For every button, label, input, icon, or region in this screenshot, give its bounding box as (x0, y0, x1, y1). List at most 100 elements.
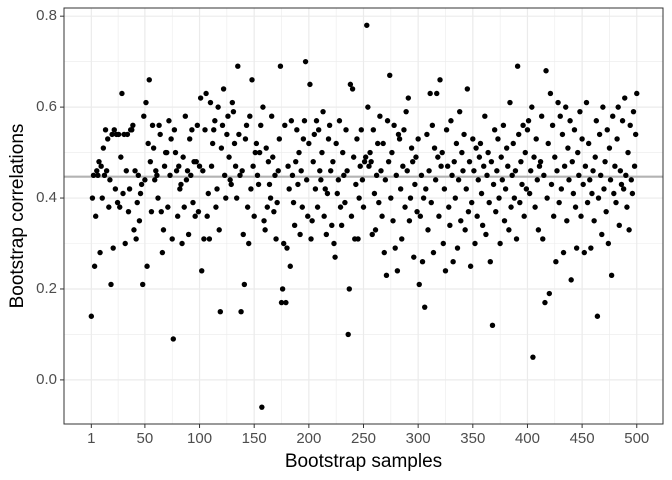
point (220, 86, 227, 92)
point (442, 268, 449, 274)
point (418, 172, 425, 179)
y-tick-label: 0.6 (36, 98, 57, 115)
point (544, 195, 550, 201)
point (575, 149, 581, 156)
point (419, 258, 426, 265)
point (345, 331, 351, 338)
point (429, 122, 436, 128)
x-tick-label: 350 (460, 430, 485, 447)
point (171, 127, 178, 133)
point (605, 240, 612, 247)
point (401, 127, 407, 133)
point (512, 168, 519, 174)
point (552, 154, 558, 160)
point (452, 195, 459, 201)
point (204, 213, 210, 219)
point (357, 163, 363, 169)
point (146, 77, 152, 83)
point (482, 113, 488, 119)
point (255, 181, 262, 188)
point (536, 163, 543, 169)
point (310, 158, 316, 165)
point (379, 213, 385, 219)
point (624, 204, 630, 210)
point (159, 249, 166, 256)
x-tick-label: 50 (137, 430, 154, 447)
point (388, 195, 394, 201)
point (144, 263, 150, 269)
point (608, 272, 615, 279)
point (600, 104, 606, 110)
point (271, 208, 277, 215)
point (149, 122, 156, 128)
point (622, 95, 628, 101)
point (391, 122, 397, 128)
point (570, 190, 577, 197)
point (521, 213, 527, 219)
point (270, 154, 276, 160)
point (629, 190, 636, 197)
point (99, 195, 105, 201)
x-tick-label: 500 (624, 430, 649, 447)
point (464, 86, 471, 92)
point (382, 177, 389, 183)
point (475, 177, 481, 183)
point (563, 104, 569, 110)
point (455, 177, 462, 183)
point (182, 113, 189, 119)
point (305, 213, 311, 219)
point (503, 145, 510, 151)
point (532, 204, 538, 210)
point (628, 177, 635, 183)
point (341, 172, 347, 179)
point (211, 127, 217, 133)
point (324, 190, 331, 197)
point (193, 158, 199, 165)
point (194, 122, 201, 128)
point (427, 90, 433, 97)
point (107, 177, 113, 183)
point (412, 181, 418, 188)
point (214, 186, 220, 192)
point (160, 227, 167, 233)
point (590, 168, 596, 174)
point (541, 172, 547, 179)
point (555, 99, 561, 106)
point (266, 181, 273, 188)
point (493, 208, 499, 215)
point (497, 240, 503, 247)
point (395, 131, 402, 138)
point (169, 236, 175, 242)
point (229, 99, 236, 106)
point (349, 86, 356, 92)
point (157, 131, 163, 138)
point (156, 122, 162, 128)
point (226, 154, 232, 160)
point (256, 149, 263, 156)
point (231, 140, 238, 147)
point (612, 163, 618, 169)
point (431, 145, 438, 151)
point (387, 72, 393, 78)
point (135, 172, 142, 179)
point (369, 231, 375, 238)
point (589, 190, 595, 197)
point (437, 77, 443, 83)
point (294, 127, 300, 133)
point (479, 222, 486, 229)
point (554, 168, 560, 174)
point (203, 90, 209, 97)
point (594, 313, 601, 319)
point (262, 227, 268, 233)
point (166, 118, 172, 124)
point (239, 168, 245, 174)
point (404, 168, 410, 174)
point (111, 127, 117, 133)
point (329, 222, 335, 229)
point (520, 122, 526, 128)
point (371, 190, 378, 197)
point (549, 122, 556, 128)
point (95, 172, 101, 179)
point (185, 231, 192, 238)
point (613, 199, 619, 206)
